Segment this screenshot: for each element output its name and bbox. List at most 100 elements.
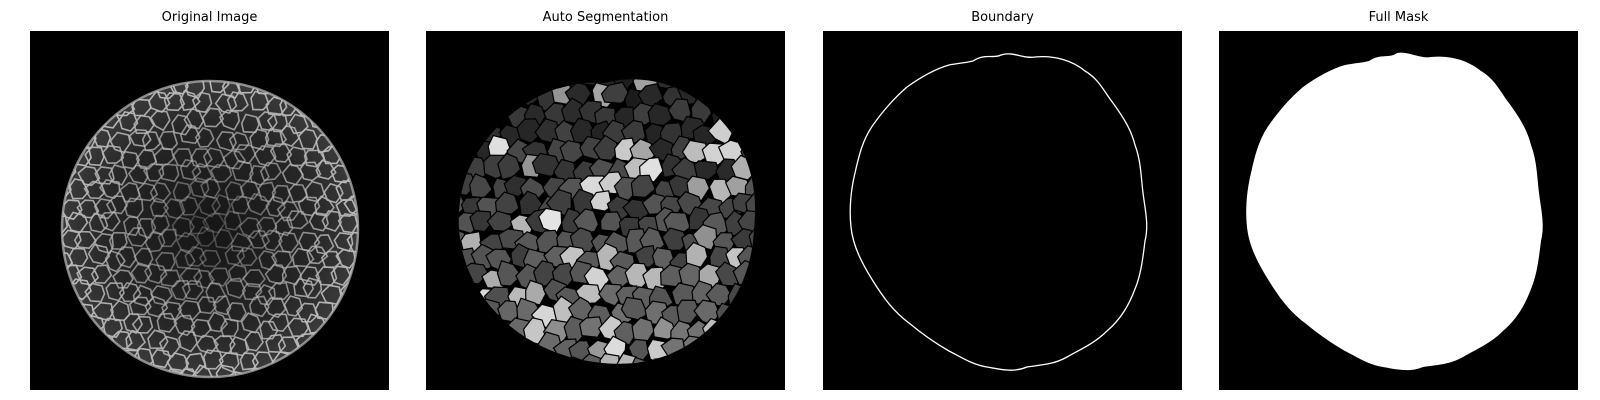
cell-outline xyxy=(77,165,101,187)
segment-cell xyxy=(647,102,673,126)
cell-outline xyxy=(255,283,276,306)
cell-outline xyxy=(267,282,290,301)
cell-outline xyxy=(198,249,222,268)
cell-outline xyxy=(299,161,322,182)
cell-outline xyxy=(201,107,225,128)
cell-outline xyxy=(224,245,246,266)
cell-outline xyxy=(73,230,97,250)
cell-outline xyxy=(299,266,321,286)
cell-outline xyxy=(144,295,169,318)
cell-outline xyxy=(84,282,106,303)
cell-outline xyxy=(256,216,278,237)
cell-outline xyxy=(178,330,198,353)
cell-outline xyxy=(195,334,219,355)
cell-outline xyxy=(274,216,294,237)
cell-outline xyxy=(211,193,232,216)
mask-shape xyxy=(1246,52,1543,371)
cell-outline xyxy=(98,179,121,199)
segment-cell xyxy=(531,152,562,178)
cell-outline xyxy=(150,285,173,306)
cell-outline xyxy=(90,264,113,284)
cell-outline xyxy=(302,277,323,299)
cell-outline xyxy=(112,269,134,289)
cell-outline xyxy=(184,81,206,99)
segment-cell xyxy=(737,209,756,234)
cell-outline xyxy=(335,248,357,270)
cell-outline xyxy=(225,302,247,323)
cell-outline xyxy=(267,313,290,333)
segment-cell xyxy=(634,245,657,268)
segment-cell xyxy=(744,176,756,200)
cell-outline xyxy=(283,295,304,317)
cell-outline xyxy=(170,279,191,301)
cell-outline xyxy=(131,315,154,334)
segment-cell xyxy=(494,191,520,215)
cell-outline xyxy=(246,192,271,216)
cell-outline xyxy=(208,267,230,287)
cell-outline xyxy=(128,296,152,316)
cell-outline xyxy=(172,148,194,168)
segment-cell xyxy=(692,224,718,251)
cell-outline xyxy=(174,248,196,269)
cell-outline xyxy=(118,111,139,132)
cell-outline xyxy=(171,216,195,238)
cell-outline xyxy=(330,265,352,287)
cell-outline xyxy=(84,146,105,167)
segment-cell xyxy=(525,279,547,306)
panel-title-original: Original Image xyxy=(161,10,258,25)
cell-outline xyxy=(119,182,141,203)
cell-outline xyxy=(189,177,210,199)
original-image xyxy=(30,31,389,390)
cell-outline xyxy=(218,109,241,131)
cell-outline xyxy=(298,231,321,252)
cell-outline xyxy=(122,313,143,334)
cell-outline xyxy=(176,231,200,253)
cell-outline xyxy=(178,195,200,216)
boundary-contour xyxy=(849,53,1148,371)
cell-outline xyxy=(93,198,117,220)
cell-outline xyxy=(147,329,169,350)
auto-segmentation-image xyxy=(426,31,785,390)
cell-outline xyxy=(76,199,100,219)
segment-cell xyxy=(693,160,720,180)
cell-outline xyxy=(194,126,215,148)
cell-outline xyxy=(214,93,238,114)
cell-outline xyxy=(197,195,221,218)
cell-outline xyxy=(265,195,286,218)
cell-outline xyxy=(143,263,168,285)
cell-outline xyxy=(163,197,186,220)
segment-cell xyxy=(599,211,624,233)
cell-outline xyxy=(196,226,216,247)
cell-outline xyxy=(226,91,249,112)
cell-outline xyxy=(261,229,283,252)
cell-outline xyxy=(181,279,204,301)
cell-outline xyxy=(185,352,207,375)
cell-outline xyxy=(303,149,326,168)
panel-title-full-mask: Full Mask xyxy=(1368,10,1429,25)
cell-outline xyxy=(222,149,246,170)
cell-outline xyxy=(142,163,165,182)
cell-outline xyxy=(158,163,180,183)
cell-outline xyxy=(248,295,270,318)
cell-outline xyxy=(122,216,142,237)
cell-outline xyxy=(156,312,178,333)
cell-outline xyxy=(286,146,308,167)
cell-outline xyxy=(240,180,261,201)
segment-cell xyxy=(631,317,655,342)
cell-outline xyxy=(136,182,159,202)
cell-outline xyxy=(87,243,111,265)
cell-outline xyxy=(231,160,254,183)
panel-title-segmentation: Auto Segmentation xyxy=(542,10,669,25)
cell-outline xyxy=(149,197,170,218)
cell-outline xyxy=(150,348,171,369)
panel-full-mask: Full Mask xyxy=(1219,0,1578,400)
cell-outline xyxy=(183,108,205,130)
cell-outline xyxy=(202,147,226,169)
cell-outline xyxy=(212,295,232,316)
segment-cell xyxy=(599,352,620,364)
cell-outline xyxy=(253,145,277,167)
cell-outline xyxy=(227,264,248,283)
cell-outline xyxy=(296,302,319,323)
cell-outline xyxy=(230,195,250,215)
cell-outline xyxy=(108,164,128,186)
